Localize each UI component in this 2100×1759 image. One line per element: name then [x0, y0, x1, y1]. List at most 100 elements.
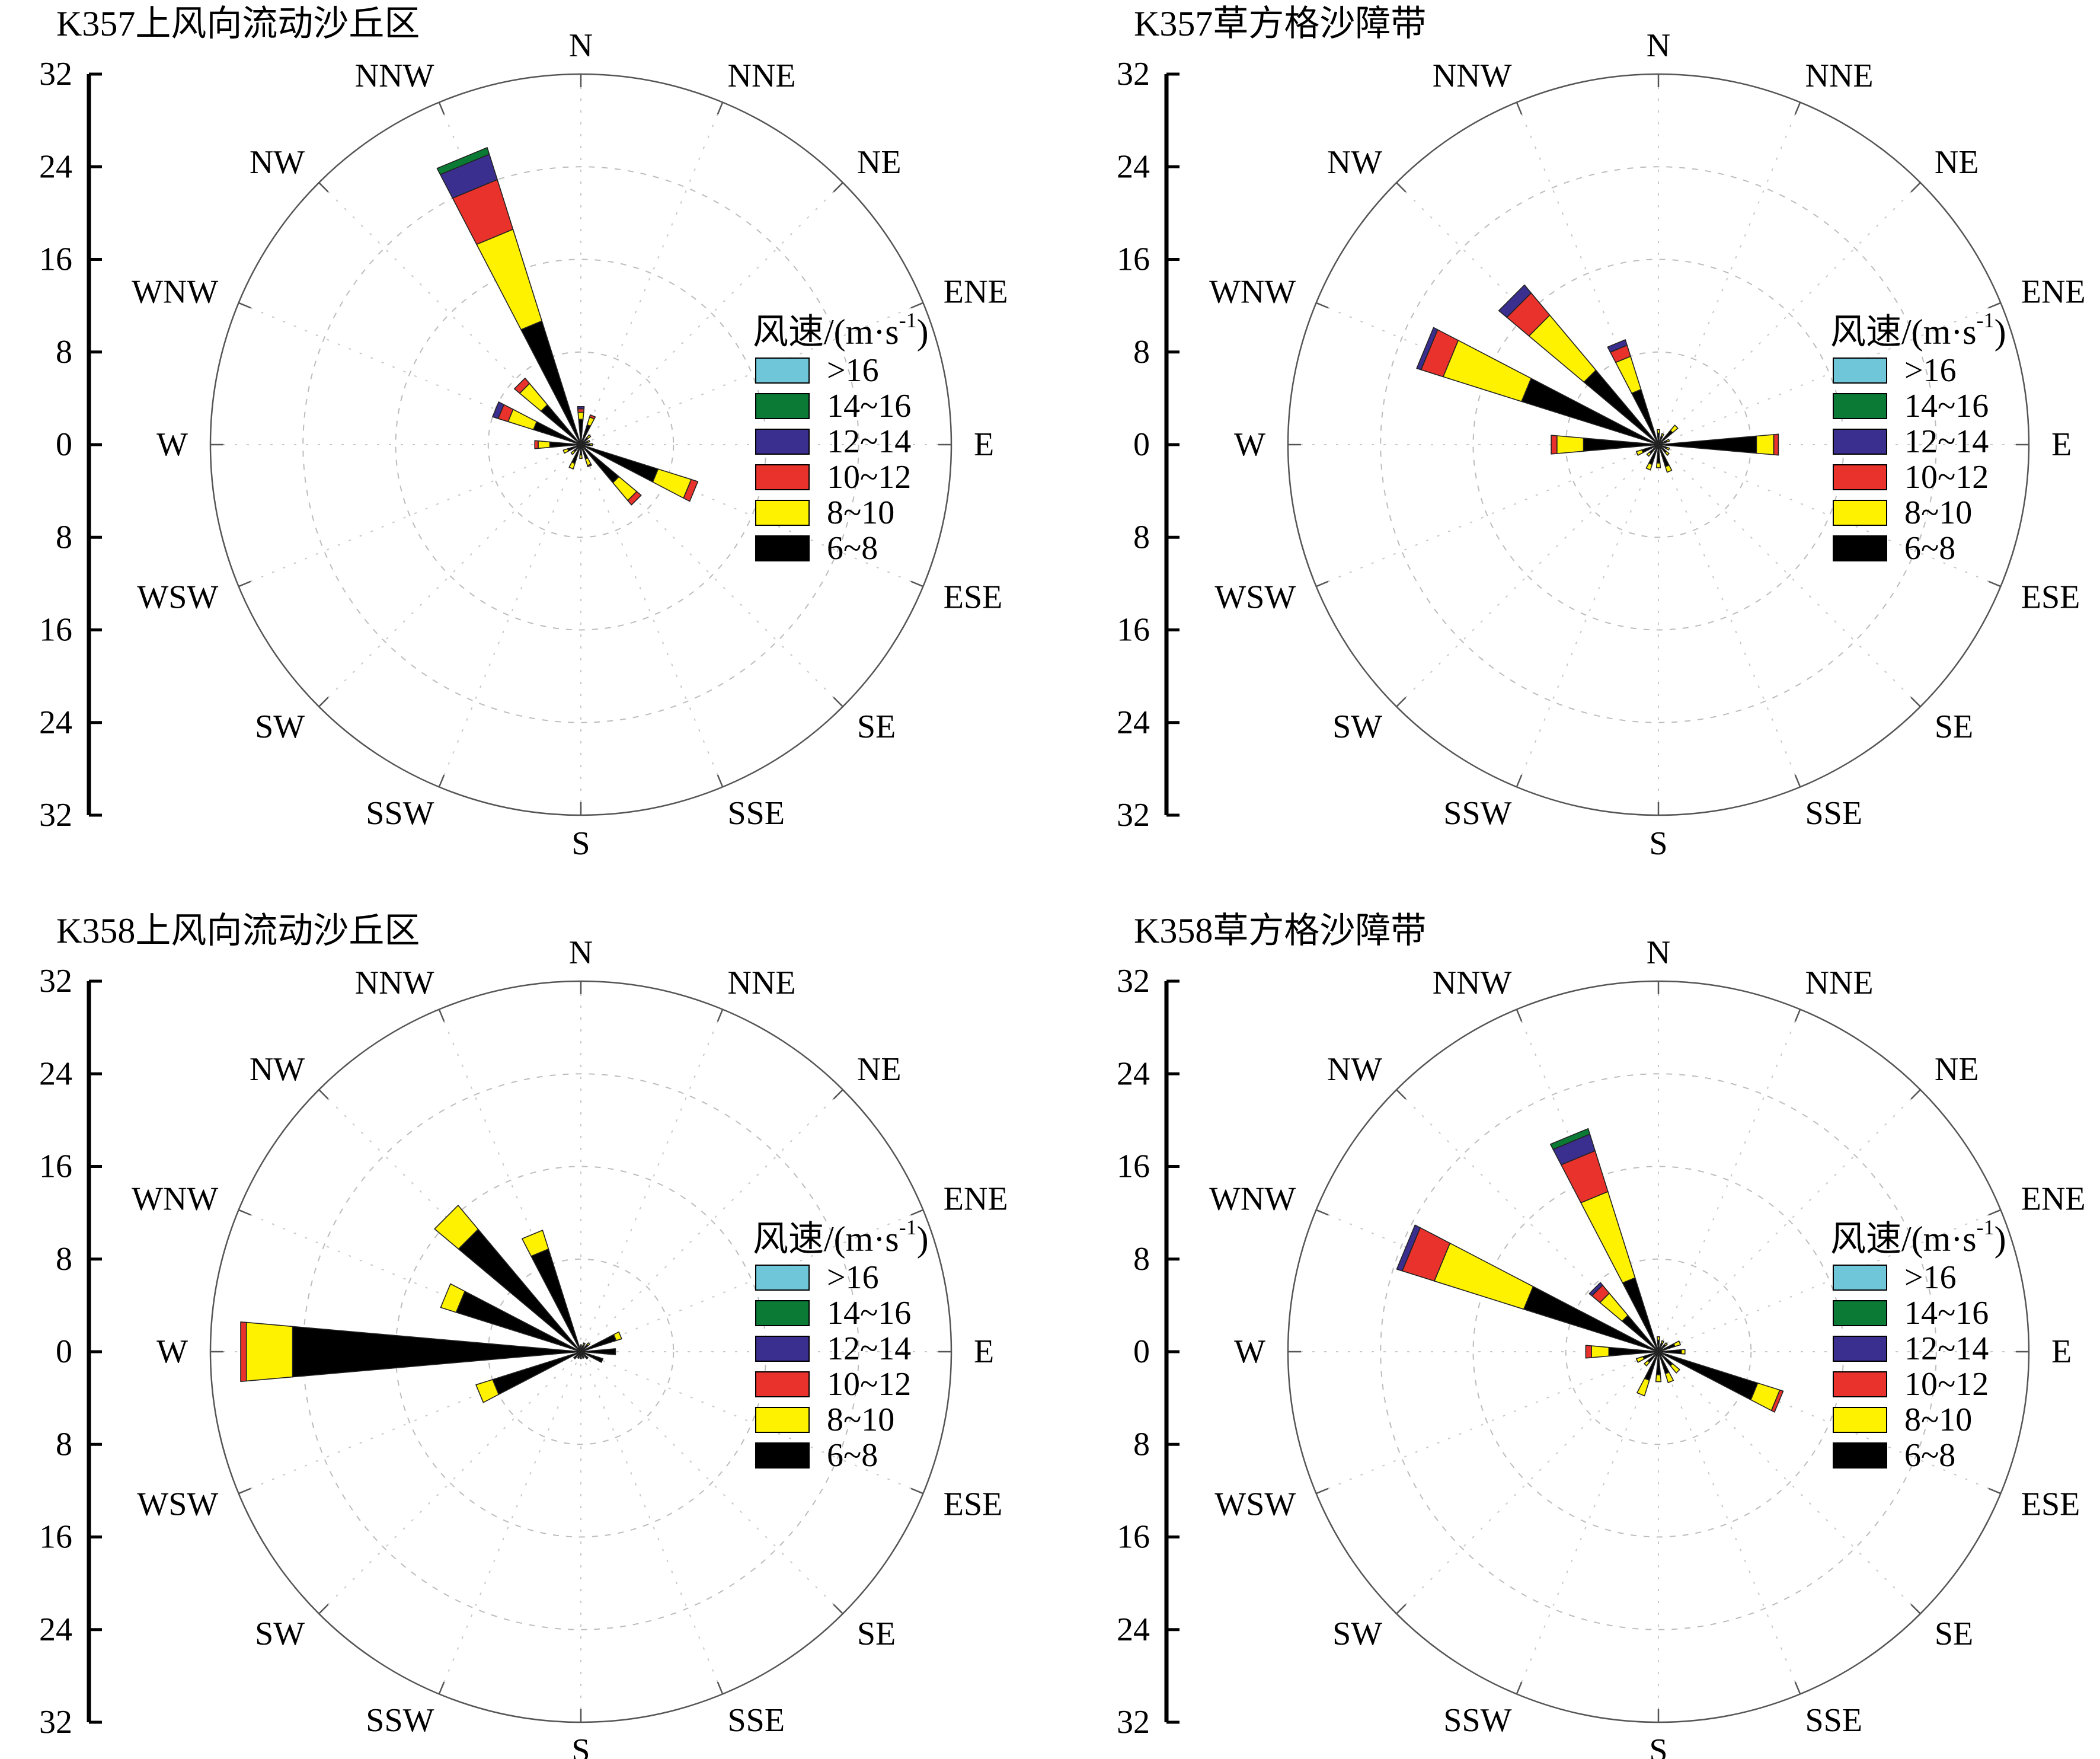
wedge-SSE-8~10: [1664, 464, 1673, 473]
direction-label-ESE: ESE: [944, 1486, 1003, 1523]
legend-title: 风速/(m·s-1): [753, 1215, 929, 1259]
direction-label-ENE: ENE: [944, 1180, 1008, 1217]
outer-tick: [1396, 182, 1407, 193]
scale-tick-label: 0: [1133, 1333, 1150, 1370]
grid-ring: [1380, 166, 1937, 723]
wedge-W-8~10: [538, 440, 551, 449]
wedge-SE-8~10: [1664, 451, 1670, 456]
direction-label-SW: SW: [255, 1616, 305, 1652]
outer-tick: [1316, 1209, 1329, 1216]
scale-tick-label: 16: [39, 1148, 72, 1185]
outer-tick: [238, 580, 251, 588]
scale-tick-label: 32: [39, 1704, 72, 1741]
legend-swatch: [1833, 464, 1887, 490]
outer-tick: [910, 302, 923, 309]
grid-spoke: [318, 1089, 581, 1352]
grid-spoke: [1658, 1209, 2001, 1352]
wind-rose-panel-2: K357草方格沙障带 N NNE NE ENE E ESE SE SSE S SSW SW WSW W WN…: [1117, 4, 2086, 862]
direction-label-SSW: SSW: [366, 795, 434, 832]
scale-tick-label: 16: [1117, 1519, 1150, 1556]
outer-tick: [1316, 302, 1329, 309]
direction-label-NW: NW: [1327, 1051, 1382, 1088]
direction-label-NNW: NNW: [1433, 965, 1512, 1001]
grid-spoke: [1516, 1351, 1659, 1694]
legend-swatch: [755, 1371, 810, 1397]
scale-tick-label: 32: [1117, 797, 1150, 834]
legend-label: 12~14: [827, 1330, 911, 1367]
legend-label: 10~12: [827, 1366, 911, 1403]
scale-tick-label: 24: [39, 704, 72, 741]
legend-swatch: [755, 464, 810, 490]
panel-title: K357草方格沙障带: [1134, 4, 1426, 43]
panel-title: K358草方格沙障带: [1134, 911, 1426, 950]
outer-tick: [717, 1681, 724, 1694]
grid-spoke: [1516, 1009, 1659, 1352]
scale-tick-label: 0: [1133, 426, 1150, 463]
wedge-NNW-12~14: [1607, 339, 1628, 353]
direction-label-SSE: SSE: [1805, 795, 1863, 832]
legend-label: 8~10: [827, 1402, 894, 1438]
legend-swatch: [755, 1407, 810, 1433]
wedge-S-8~10: [579, 454, 583, 459]
wedge-WNW-12~14: [492, 401, 504, 419]
legend-label: 12~14: [1904, 423, 1989, 460]
grid-spoke: [580, 444, 843, 707]
outer-tick: [833, 182, 843, 193]
outer-tick: [1396, 697, 1407, 707]
wedge-ESE-10~12: [1770, 1389, 1784, 1413]
scale-tick-label: 32: [39, 56, 72, 92]
grid-spoke: [1658, 1351, 1921, 1614]
grid-ring: [1565, 1258, 1752, 1445]
wedge-NW-8~10: [434, 1205, 479, 1250]
grid-spoke: [438, 1009, 581, 1352]
grid-spoke: [1316, 1209, 1659, 1352]
direction-label-NE: NE: [1935, 1051, 1979, 1088]
legend-swatch: [755, 1442, 810, 1469]
direction-label-SSE: SSE: [1805, 1702, 1863, 1739]
direction-label-E: E: [974, 1333, 994, 1370]
grid-spoke: [1316, 444, 1659, 588]
direction-label-N: N: [569, 934, 593, 971]
grid-spoke: [1516, 444, 1659, 787]
direction-label-SW: SW: [1332, 1616, 1382, 1652]
wedge-W-10~12: [240, 1321, 247, 1383]
wedge-SE-10~12: [627, 491, 642, 506]
outer-tick: [438, 102, 445, 115]
grid-spoke: [580, 1351, 923, 1495]
outer-tick: [438, 1681, 445, 1694]
scale-tick-label: 32: [1117, 56, 1150, 92]
wedge-N-12~14: [577, 406, 585, 410]
outer-tick: [717, 774, 724, 787]
direction-label-SW: SW: [255, 708, 305, 745]
legend-swatch: [755, 429, 810, 455]
legend-label: 10~12: [1904, 1366, 1989, 1403]
grid-spoke: [1658, 444, 1801, 787]
outer-tick: [833, 1089, 843, 1100]
legend-swatch: [755, 357, 810, 384]
scale-tick-label: 24: [1117, 1611, 1150, 1648]
scale-tick-label: 32: [39, 797, 72, 834]
scale-tick-label: 32: [39, 963, 72, 1000]
grid-spoke: [1658, 444, 2001, 588]
wedge-NNE-8~10: [1660, 433, 1664, 437]
scale-tick-label: 16: [39, 1519, 72, 1556]
outer-tick: [438, 774, 445, 787]
legend-swatch: [1833, 1300, 1887, 1326]
grid-spoke: [580, 1089, 843, 1352]
wedge-ENE-8~10: [586, 439, 590, 443]
outer-tick: [1988, 302, 2001, 309]
legend-swatch: [1833, 357, 1887, 384]
wedge-W-8~10: [1591, 1345, 1610, 1358]
direction-label-ESE: ESE: [2021, 1486, 2080, 1523]
direction-label-NW: NW: [250, 144, 305, 181]
legend-label: 8~10: [827, 494, 894, 531]
direction-label-NNE: NNE: [1805, 965, 1874, 1001]
legend-swatch: [755, 393, 810, 419]
outer-tick: [910, 1209, 923, 1216]
direction-label-ESE: ESE: [944, 579, 1003, 616]
wedge-NW-12~14: [1588, 1282, 1603, 1297]
wedge-ENE-8~10: [613, 1331, 622, 1342]
legend-swatch: [1833, 1336, 1887, 1362]
wedge-N-8~10: [577, 411, 584, 420]
scale-tick-label: 16: [39, 612, 72, 649]
